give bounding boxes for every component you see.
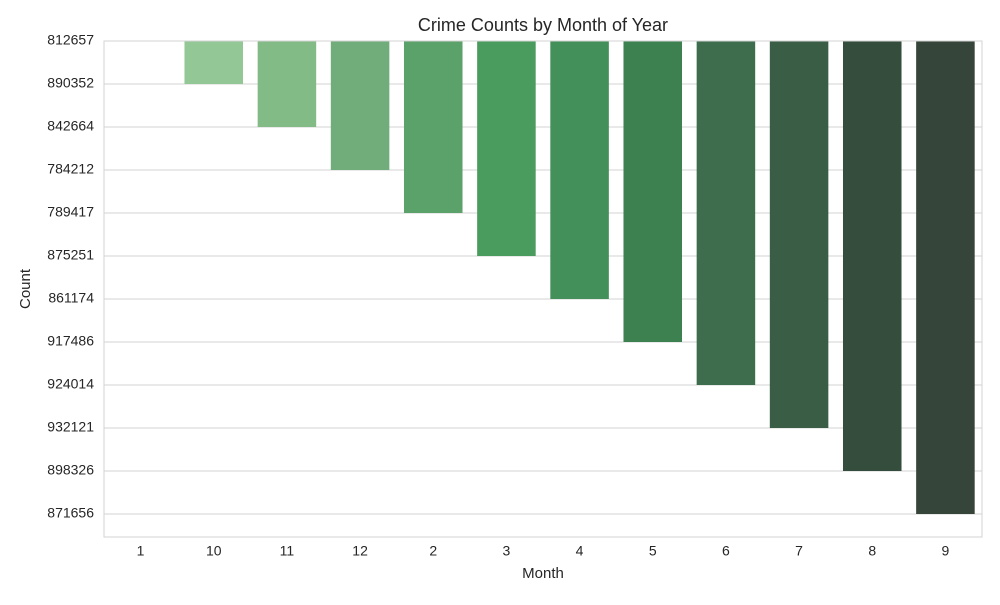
x-axis-label: Month	[522, 565, 564, 582]
bar	[842, 41, 902, 471]
bar	[403, 41, 463, 213]
y-tick-label: 917486	[47, 333, 94, 349]
x-tick-label: 8	[868, 543, 876, 559]
x-tick-label: 4	[576, 543, 584, 559]
bar	[330, 41, 390, 170]
bar	[916, 41, 975, 514]
y-tick-label: 842664	[47, 118, 94, 134]
y-tick-label: 812657	[47, 32, 94, 48]
bar	[184, 41, 244, 84]
x-tick-label: 9	[942, 543, 950, 559]
x-tick-label: 5	[649, 543, 657, 559]
y-tick-label: 924014	[47, 376, 94, 392]
chart-title: Crime Counts by Month of Year	[418, 15, 668, 35]
bar	[477, 41, 536, 256]
x-tick-label: 11	[280, 543, 295, 559]
y-tick-label: 871656	[47, 505, 94, 521]
x-tick-label: 2	[429, 543, 437, 559]
y-tick-label: 890352	[47, 75, 94, 91]
y-tick-label: 875251	[47, 247, 94, 263]
x-tick-label: 7	[795, 543, 803, 559]
bar	[257, 41, 317, 127]
y-axis-label: Count	[17, 268, 34, 309]
y-tick-label: 784212	[47, 161, 94, 177]
y-tick-label: 861174	[48, 290, 94, 306]
y-tick-label: 932121	[47, 419, 94, 435]
bar	[769, 41, 829, 428]
x-tick-label: 3	[503, 543, 511, 559]
bar	[623, 41, 683, 342]
bar	[550, 41, 609, 299]
x-tick-label: 12	[352, 543, 368, 559]
y-tick-label: 898326	[47, 462, 94, 478]
plot-frame	[103, 40, 983, 538]
x-tick-label: 10	[206, 543, 222, 559]
bar	[696, 41, 756, 385]
x-tick-label: 6	[722, 543, 730, 559]
x-tick-label: 1	[137, 543, 145, 559]
y-tick-label: 789417	[47, 204, 94, 220]
